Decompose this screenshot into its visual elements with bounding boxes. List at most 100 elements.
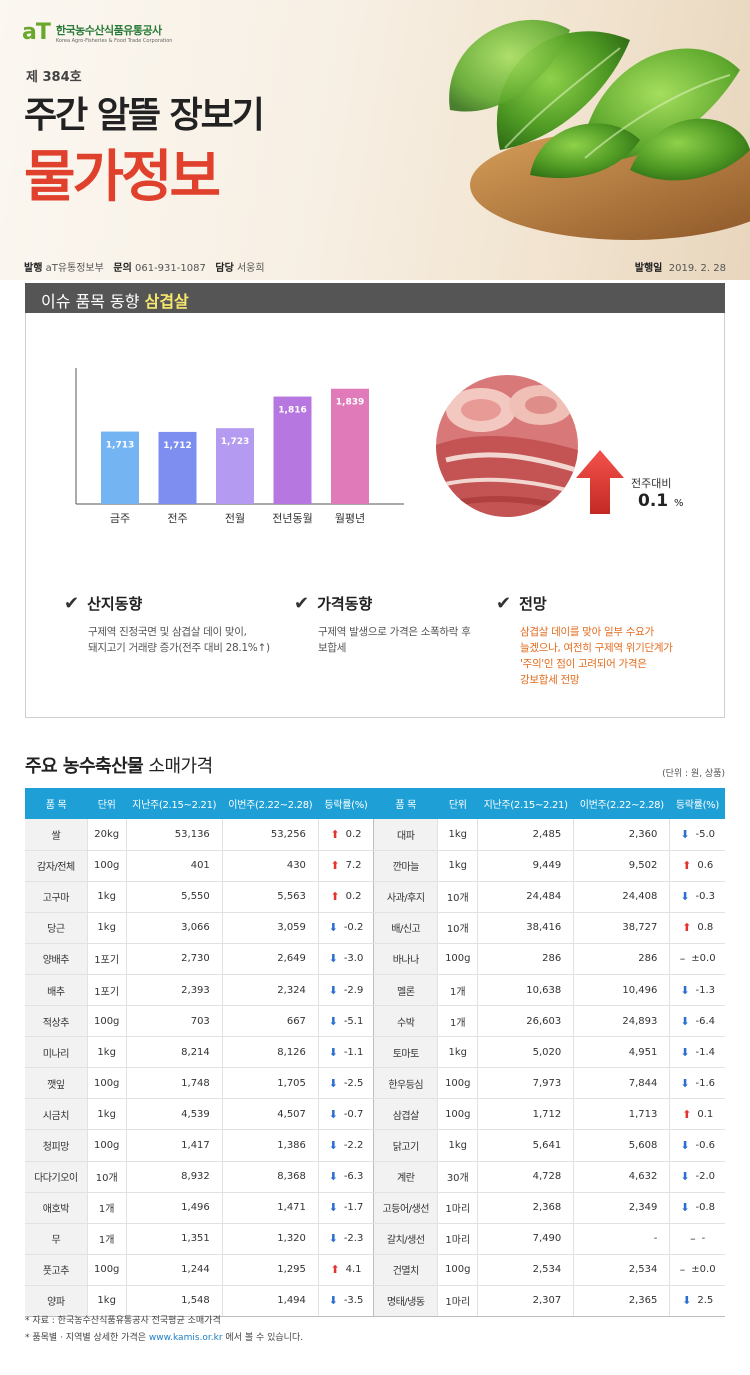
price-bar-chart: 1,713 금주 1,712 전주 1,723 전월 1,816 전년동월 1,839 월평년 bbox=[26, 313, 446, 543]
item-unit: 10개 bbox=[437, 912, 478, 944]
change-rate-value: -2.0 bbox=[695, 1171, 716, 1183]
item-unit: 1포기 bbox=[86, 974, 127, 1007]
change-rate: ⬇ -0.2 bbox=[317, 912, 374, 944]
last-week-price: 9,449 bbox=[477, 850, 574, 882]
newsletter-header: aT 한국농수산식품유통공사 Korea Agro-Fisheries & Fo… bbox=[0, 0, 750, 280]
arrow-down-icon: ⬇ bbox=[328, 1076, 338, 1090]
item-name: 멜론 bbox=[373, 974, 438, 1007]
change-rate-value: -0.2 bbox=[343, 922, 364, 934]
arrow-down-icon: ⬇ bbox=[680, 1076, 690, 1090]
source-note: * 자료 : 한국농수산식품유통공사 전국평균 소매가격 bbox=[25, 1316, 221, 1326]
change-rate-value: ±0.0 bbox=[691, 1264, 716, 1276]
last-week-price: 4,728 bbox=[477, 1161, 574, 1193]
change-rate-value: -2.9 bbox=[343, 984, 364, 996]
change-rate-value: -1.3 bbox=[695, 984, 716, 996]
change-rate: ⬇ -0.7 bbox=[317, 1098, 374, 1131]
col-header: 등락률(%) bbox=[318, 788, 374, 819]
change-rate-value: -1.1 bbox=[343, 1046, 364, 1058]
last-week-price: 5,550 bbox=[125, 881, 223, 913]
this-week-price: 5,563 bbox=[221, 881, 319, 913]
week-over-week-label: 전주대비 bbox=[631, 477, 672, 490]
change-rate-value: 0.1 bbox=[697, 1108, 714, 1120]
arrow-down-icon: ⬇ bbox=[328, 1201, 338, 1215]
change-rate: ⬆ 4.1 bbox=[317, 1254, 374, 1286]
table-row: 당근 1kg 3,066 3,059 ⬇ -0.2 배/신고 10개 38,416 38,727 ⬆… bbox=[25, 912, 725, 944]
item-unit: 1마리 bbox=[437, 1285, 478, 1318]
change-rate: ⬇ -5.0 bbox=[669, 819, 725, 851]
week-over-week-value: 0.1 % bbox=[638, 491, 684, 511]
this-week-price: 2,649 bbox=[221, 943, 319, 975]
change-rate: ⬇ -2.0 bbox=[669, 1161, 725, 1193]
change-rate: ⬆ 0.2 bbox=[317, 819, 374, 851]
pork-belly-photo bbox=[436, 375, 578, 517]
change-rate: ⬇ -2.9 bbox=[317, 974, 374, 1007]
this-week-price: 38,727 bbox=[573, 912, 670, 944]
price-trend-column: ✔ 가격동향 구제역 발생으로 가격은 소폭하락 후 보합세 bbox=[294, 593, 471, 654]
change-rate: ⬇ -2.3 bbox=[317, 1223, 374, 1255]
retail-price-table: 품 목 단위 지난주(2.15~2.21) 이번주(2.22~2.28) 등락률… bbox=[25, 788, 725, 1318]
logo-korean: 한국농수산식품유통공사 bbox=[55, 23, 162, 37]
last-week-price: 1,548 bbox=[125, 1285, 223, 1318]
last-week-price: 4,539 bbox=[125, 1098, 223, 1131]
last-week-price: 7,973 bbox=[477, 1067, 574, 1100]
table-row: 청피망 100g 1,417 1,386 ⬇ -2.2 닭고기 1kg 5,641 5,608 ⬇ -… bbox=[25, 1129, 725, 1162]
column-title: 전망 bbox=[519, 595, 547, 613]
col-header: 지난주(2.15~2.21) bbox=[126, 788, 223, 819]
logo-mark: aT bbox=[22, 20, 51, 45]
change-rate-value: -2.5 bbox=[343, 1077, 364, 1089]
publish-date: 발행일 2019. 2. 28 bbox=[634, 263, 726, 274]
last-week-price: 2,485 bbox=[477, 819, 574, 851]
table-row: 고구마 1kg 5,550 5,563 ⬆ 0.2 사과/후지 10개 24,484 24,408… bbox=[25, 881, 725, 913]
arrow-down-icon: ⬇ bbox=[328, 1014, 338, 1028]
item-name: 배추 bbox=[25, 974, 88, 1007]
table-header-row: 품 목 단위 지난주(2.15~2.21) 이번주(2.22~2.28) 등락률… bbox=[25, 788, 725, 819]
this-week-price: 430 bbox=[221, 850, 319, 882]
last-week-price: 1,351 bbox=[125, 1223, 223, 1255]
change-rate-value: -0.3 bbox=[695, 891, 716, 903]
change-rate-value: -5.1 bbox=[343, 1015, 364, 1027]
last-week-price: 26,603 bbox=[477, 1005, 574, 1038]
last-week-price: 7,490 bbox=[477, 1223, 574, 1255]
arrow-up-icon: ⬆ bbox=[682, 921, 692, 935]
table-row: 양배추 1포기 2,730 2,649 ⬇ -3.0 바나나 100g 286 286– ±0.0 bbox=[25, 943, 725, 975]
table-row: 다다기오이 10개 8,932 8,368 ⬇ -6.3 계란 30개 4,728 4,632 ⬇ -… bbox=[25, 1161, 725, 1193]
last-week-price: 1,417 bbox=[125, 1129, 223, 1162]
change-rate: ⬇ 2.5 bbox=[669, 1285, 725, 1318]
dash-icon: – bbox=[690, 1232, 696, 1246]
this-week-price: 286 bbox=[573, 943, 670, 975]
this-week-price: 1,386 bbox=[221, 1129, 319, 1162]
spinach-bowl-illustration bbox=[449, 19, 750, 240]
item-unit: 1kg bbox=[86, 1036, 127, 1069]
arrow-down-icon: ⬇ bbox=[680, 890, 690, 904]
item-unit: 100g bbox=[437, 1067, 478, 1100]
last-week-price: 2,730 bbox=[125, 943, 223, 975]
table-row: 양파 1kg 1,548 1,494 ⬇ -3.5 명태/냉동 1마리 2,307 2,365 ⬇ 2… bbox=[25, 1285, 725, 1318]
last-week-price: 5,020 bbox=[477, 1036, 574, 1069]
change-rate-value: -0.6 bbox=[695, 1139, 716, 1151]
table-row: 적상추 100g 703 667 ⬇ -5.1 수박 1개 26,603 24,893 ⬇ -6.4 bbox=[25, 1005, 725, 1038]
change-rate: ⬇ -1.3 bbox=[669, 974, 725, 1007]
this-week-price: 24,408 bbox=[573, 881, 670, 913]
table-row: 배추 1포기 2,393 2,324 ⬇ -2.9 멜론 1개 10,638 10,496 ⬇ -1.… bbox=[25, 974, 725, 1007]
col-header: 이번주(2.22~2.28) bbox=[222, 788, 319, 819]
change-rate-value: -6.3 bbox=[343, 1171, 364, 1183]
kamis-link[interactable]: www.kamis.or.kr bbox=[148, 1333, 223, 1343]
change-rate-value: 7.2 bbox=[345, 860, 362, 872]
arrow-down-icon: ⬇ bbox=[328, 921, 338, 935]
check-icon: ✔ bbox=[294, 593, 310, 614]
item-name: 건멸치 bbox=[373, 1254, 438, 1286]
col-header: 이번주(2.22~2.28) bbox=[573, 788, 670, 819]
item-unit: 100g bbox=[86, 850, 127, 882]
change-rate-value: -0.7 bbox=[343, 1108, 364, 1120]
last-week-price: 1,244 bbox=[125, 1254, 223, 1286]
change-rate: – ±0.0 bbox=[669, 1254, 725, 1286]
last-week-price: 2,307 bbox=[477, 1285, 574, 1318]
page-title: 주간 알뜰 장보기 bbox=[24, 95, 265, 136]
column-title: 산지동향 bbox=[87, 595, 143, 613]
change-rate-value: -0.8 bbox=[695, 1202, 716, 1214]
table-row: 풋고추 100g 1,244 1,295 ⬆ 4.1 건멸치 100g 2,534 2,534– ±… bbox=[25, 1254, 725, 1286]
item-unit: 20kg bbox=[86, 819, 127, 851]
item-name: 대파 bbox=[373, 819, 438, 851]
item-unit: 100g bbox=[437, 1098, 478, 1131]
bar-2 bbox=[216, 428, 254, 504]
